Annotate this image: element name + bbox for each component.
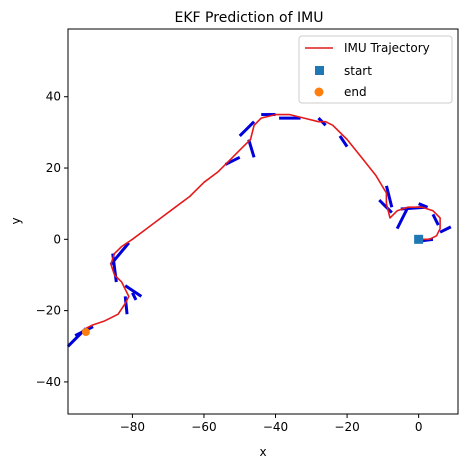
y-axis-ticks: −40 −20 0 20 40	[36, 90, 68, 389]
axes-frame	[67, 28, 459, 415]
x-tick-label: −40	[263, 420, 288, 434]
heading-mark	[384, 185, 394, 208]
legend-label-start: start	[344, 64, 372, 78]
chart-title: EKF Prediction of IMU	[175, 10, 324, 26]
y-tick-label: 20	[46, 161, 61, 175]
heading-mark	[439, 225, 452, 234]
y-tick-label: −20	[36, 304, 61, 318]
series-layer	[85, 113, 441, 330]
heading-mark	[418, 202, 429, 209]
x-axis-ticks: −80 −60 −40 −20 0	[120, 414, 423, 434]
x-axis-label: x	[259, 445, 266, 459]
legend-label-trajectory: IMU Trajectory	[344, 41, 430, 55]
heading-mark	[238, 120, 256, 138]
x-tick-label: −80	[120, 420, 145, 434]
y-axis-label: y	[9, 217, 23, 224]
marker-layer	[81, 234, 424, 337]
heading-mark	[378, 199, 393, 214]
legend-label-end: end	[344, 85, 367, 99]
y-tick-label: −40	[36, 375, 61, 389]
heading-mark	[131, 292, 138, 301]
heading-mark	[124, 284, 143, 298]
heading-mark	[224, 155, 241, 166]
y-tick-label: 40	[46, 90, 61, 104]
heading-mark	[123, 296, 129, 315]
heading-mark	[431, 213, 440, 226]
plot-area	[66, 113, 452, 348]
legend-box	[298, 35, 453, 104]
x-tick-label: −60	[191, 420, 216, 434]
end-marker	[81, 328, 90, 337]
heading-mark	[338, 135, 349, 148]
heading-mark	[395, 206, 410, 230]
heading-mark	[247, 139, 256, 158]
start-marker	[414, 234, 424, 244]
legend: IMU Trajectory start end	[298, 35, 453, 104]
legend-start-swatch	[315, 66, 324, 75]
legend-end-swatch	[314, 87, 324, 97]
trajectory-line	[85, 113, 441, 330]
x-tick-label: −20	[334, 420, 359, 434]
x-tick-label: 0	[415, 420, 423, 434]
y-tick-label: 0	[53, 232, 61, 246]
